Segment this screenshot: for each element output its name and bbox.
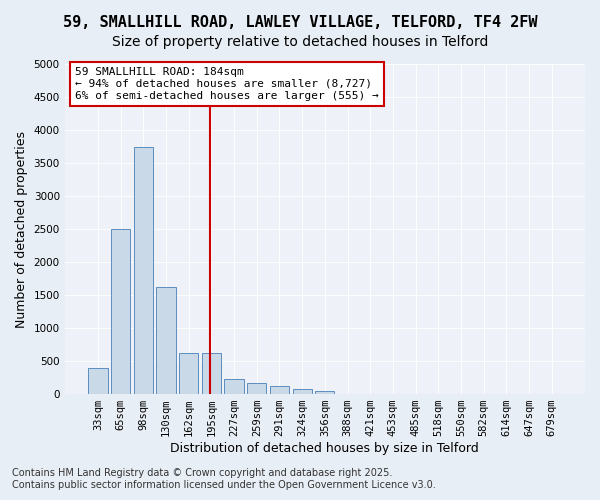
Bar — [270, 386, 289, 394]
Text: 59, SMALLHILL ROAD, LAWLEY VILLAGE, TELFORD, TF4 2FW: 59, SMALLHILL ROAD, LAWLEY VILLAGE, TELF… — [63, 15, 537, 30]
Bar — [202, 353, 221, 394]
X-axis label: Distribution of detached houses by size in Telford: Distribution of detached houses by size … — [170, 442, 479, 455]
Bar — [315, 391, 334, 394]
Bar — [293, 389, 312, 394]
Text: Contains HM Land Registry data © Crown copyright and database right 2025.
Contai: Contains HM Land Registry data © Crown c… — [12, 468, 436, 490]
Bar — [88, 368, 107, 394]
Bar — [179, 353, 199, 394]
Y-axis label: Number of detached properties: Number of detached properties — [15, 130, 28, 328]
Bar — [111, 229, 130, 394]
Text: Size of property relative to detached houses in Telford: Size of property relative to detached ho… — [112, 35, 488, 49]
Text: 59 SMALLHILL ROAD: 184sqm
← 94% of detached houses are smaller (8,727)
6% of sem: 59 SMALLHILL ROAD: 184sqm ← 94% of detac… — [75, 68, 379, 100]
Bar — [157, 287, 176, 394]
Bar — [224, 379, 244, 394]
Bar — [247, 382, 266, 394]
Bar — [134, 146, 153, 394]
